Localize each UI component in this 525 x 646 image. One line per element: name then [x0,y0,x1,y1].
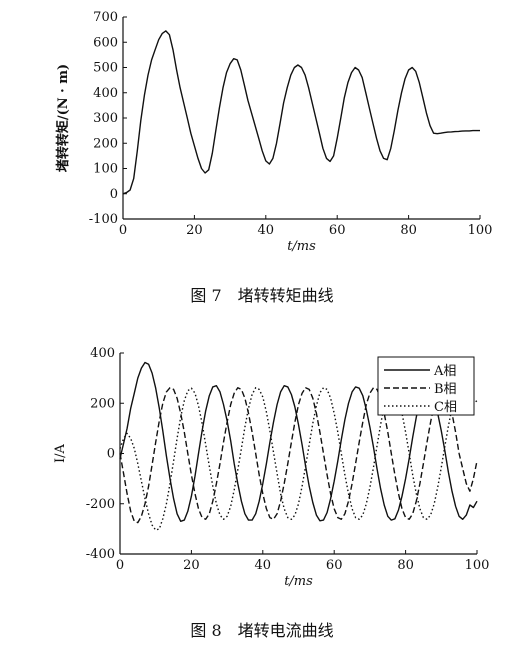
c2-y-tick-label: 400 [90,346,115,361]
c1-y-tick-label: 200 [93,136,118,151]
c2-x-tick-label: 100 [465,558,490,573]
fig8-caption: 图 8 堵转电流曲线 [190,621,333,640]
c1-series-line [122,30,480,195]
c2-x-tick-label: 80 [397,558,414,573]
legend-label-2: C相 [434,400,457,415]
c1-x-tick-label: 0 [119,223,127,238]
c1-y-tick-label: 100 [93,162,118,177]
legend-label-0: A相 [433,364,456,379]
torque-x-axis-label: t/ms [287,239,316,254]
c1-y-tick-label: 700 [93,10,118,25]
c1-x-tick-label: 40 [258,223,275,238]
c1-x-tick-label: 100 [468,223,493,238]
c1-x-tick-label: 80 [400,223,417,238]
c2-y-tick-label: 200 [90,396,115,411]
c2-x-tick-label: 20 [183,558,200,573]
c1-y-tick-label: 0 [110,187,118,202]
c1-y-tick-label: 400 [93,86,118,101]
c1-y-tick-label: -100 [89,212,118,227]
torque-y-axis-label: 堵转转矩/(N · m) [55,64,71,172]
c1-y-tick-label: 500 [93,61,118,76]
torque-axes [122,17,480,220]
current-y-axis-label: I/A [53,443,68,463]
fig7-caption: 图 7 堵转转矩曲线 [190,286,333,305]
current-ticks: 0 20 40 60 80 100 -400 -200 0 200 400 [86,346,490,573]
c2-y-tick-label: 0 [107,447,115,462]
c1-x-tick-label: 60 [329,223,346,238]
torque-series [122,30,480,195]
c1-x-tick-label: 20 [186,223,203,238]
c2-series-2 [119,387,478,531]
legend-box [377,356,475,416]
current-legend: A相 B相 C相 [377,356,475,416]
current-chart: 0 20 40 60 80 100 -400 -200 0 200 400 t/ms I/A A相 B… [53,346,489,589]
c2-y-tick-label: -200 [86,497,115,512]
c1-y-tick-label: 300 [93,111,118,126]
c2-series-1 [119,387,478,524]
c2-x-tick-label: 0 [116,558,124,573]
c2-x-tick-label: 60 [326,558,343,573]
c2-y-tick-label: -400 [86,547,115,562]
current-x-axis-label: t/ms [284,574,313,589]
c2-x-tick-label: 40 [255,558,272,573]
legend-label-1: B相 [434,382,457,397]
c1-y-tick-label: 600 [93,35,118,50]
